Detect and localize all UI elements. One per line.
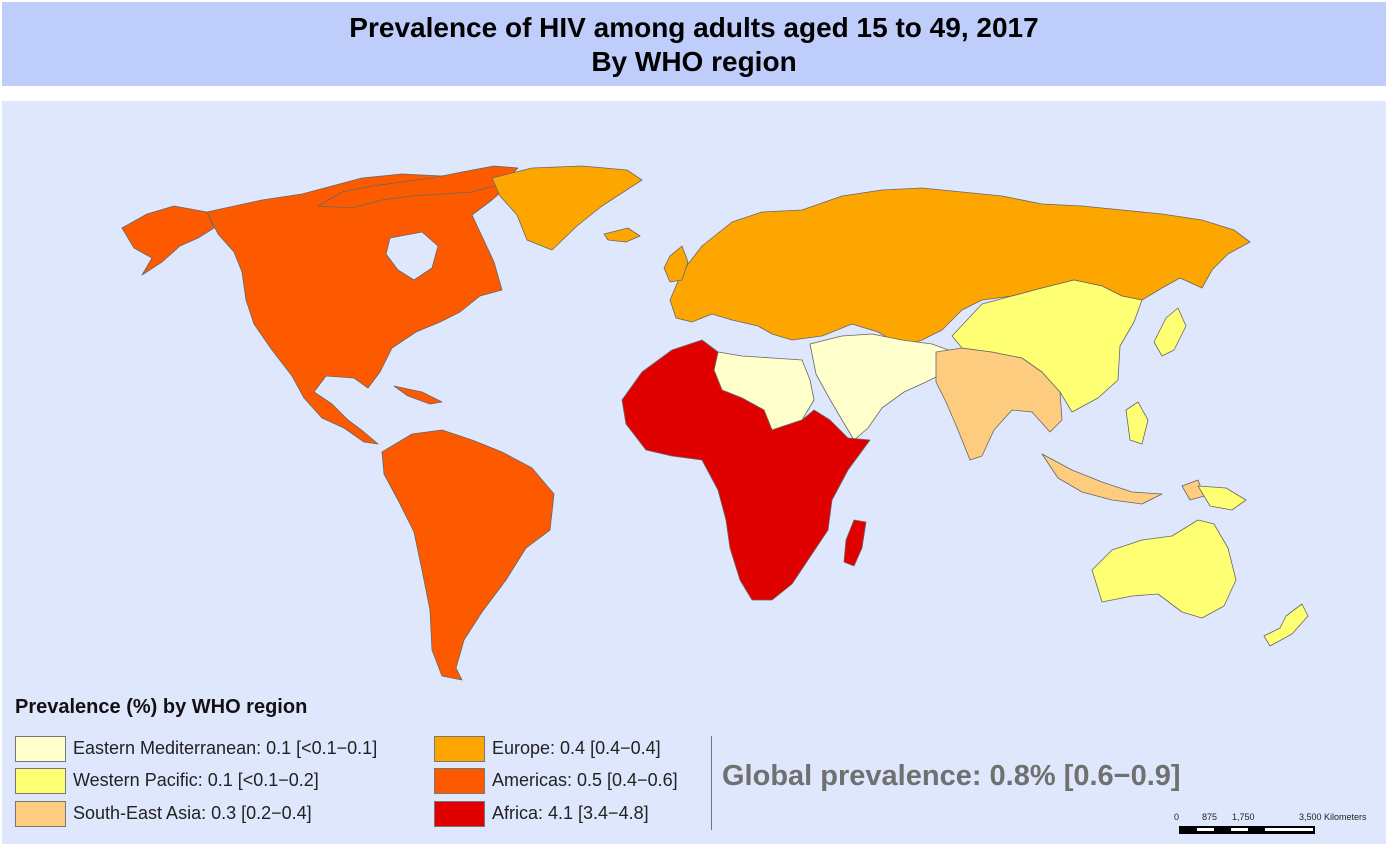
scale-tick-label: 0: [1174, 812, 1180, 822]
legend-label: Africa: 4.1 [3.4−4.8]: [492, 803, 649, 823]
legend-swatch: [434, 736, 485, 762]
legend-label: Americas: 0.5 [0.4−0.6]: [492, 770, 678, 790]
region-europe-iceland: [603, 227, 641, 243]
legend-swatch: [15, 768, 66, 794]
scale-tick-label: 1,750: [1232, 812, 1255, 822]
region-wpro-japan: [1153, 307, 1187, 357]
region-americas-north: [206, 169, 518, 445]
region-africa: [621, 339, 871, 601]
region-americas-caribbean: [393, 385, 443, 405]
map-frame: [2, 101, 1386, 844]
legend-swatch: [434, 801, 485, 827]
region-wpro-australia: [1091, 519, 1237, 619]
region-emr-middle-east: [809, 333, 955, 441]
map-title: Prevalence of HIV among adults aged 15 t…: [349, 12, 1039, 43]
legend-label: South-East Asia: 0.3 [0.2−0.4]: [73, 803, 312, 823]
water-hudson-bay: [385, 231, 439, 281]
legend-label: Europe: 0.4 [0.4−0.4]: [492, 738, 661, 758]
scale-tick-label: 3,500 Kilometers: [1299, 812, 1367, 822]
region-europe-eurasia: [669, 187, 1251, 347]
region-wpro-new-zealand: [1263, 603, 1309, 647]
region-africa-madagascar: [843, 519, 867, 567]
region-wpro-papua: [1197, 485, 1247, 511]
scale-tick-label: 875: [1202, 812, 1218, 822]
global-prevalence: Global prevalence: 0.8% [0.6−0.9]: [722, 760, 1181, 792]
region-europe-greenland: [491, 165, 643, 251]
map-subtitle: By WHO region: [591, 46, 797, 77]
legend-label: Eastern Mediterranean: 0.1 [<0.1−0.1]: [73, 738, 378, 758]
region-americas-south: [381, 429, 555, 681]
title-banner: Prevalence of HIV among adults aged 15 t…: [2, 2, 1386, 86]
region-wpro-china: [951, 279, 1143, 413]
region-americas-arctic-islands: [317, 165, 519, 209]
region-americas-alaska: [121, 205, 215, 276]
region-wpro-philippines: [1125, 401, 1149, 445]
legend-heading: Prevalence (%) by WHO region: [15, 696, 308, 718]
legend-swatch: [15, 736, 66, 762]
legend-swatch: [15, 801, 66, 827]
legend-label: Western Pacific: 0.1 [<0.1−0.2]: [73, 770, 319, 790]
legend-divider: [711, 736, 712, 830]
world-map: [121, 165, 1315, 834]
region-searo-indonesia: [1041, 453, 1163, 505]
scale-bar: [1179, 826, 1315, 834]
region-europe-britain: [663, 245, 689, 283]
legend-swatch: [434, 768, 485, 794]
